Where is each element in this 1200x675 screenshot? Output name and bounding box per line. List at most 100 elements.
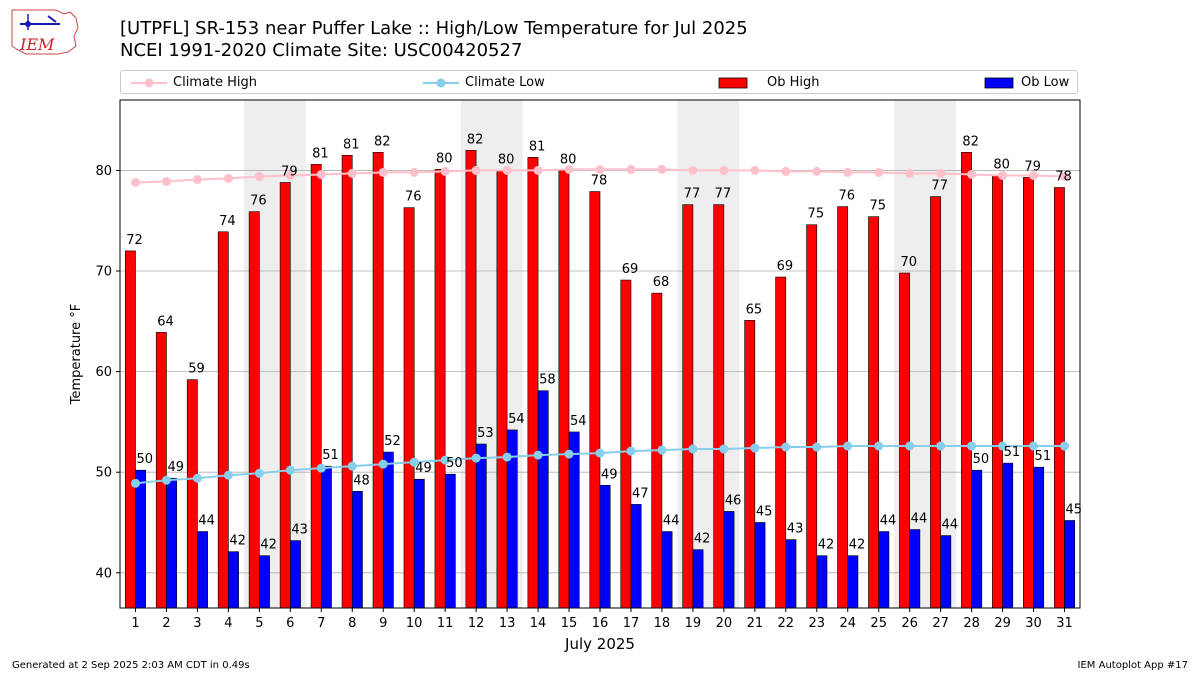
x-tick-label-16: 16: [592, 616, 609, 631]
climate-low-point-4: [223, 470, 233, 480]
climate-low-point-26: [905, 441, 915, 451]
ob-low-bar-21: [754, 522, 766, 609]
legend-ob-low-swatch: [984, 77, 1014, 89]
footer-generated: Generated at 2 Sep 2025 2:03 AM CDT in 0…: [12, 660, 250, 671]
climate-low-point-31: [1060, 441, 1070, 451]
x-tick-label-12: 12: [468, 616, 485, 631]
ob-low-bar-31: [1064, 520, 1076, 609]
climate-low-point-30: [1029, 441, 1039, 451]
climate-low-point-28: [967, 441, 977, 451]
ob-high-bar-10: [403, 207, 415, 609]
climate-low-point-15: [564, 449, 574, 459]
ob-high-bar-20: [713, 204, 725, 609]
ob-low-bar-12: [475, 443, 487, 609]
legend-climate-high-label: Climate High: [173, 75, 258, 90]
climate-low-point-5: [254, 468, 264, 478]
x-tick-label-11: 11: [437, 616, 454, 631]
ob-high-label-4: 74: [219, 214, 236, 229]
ob-high-label-28: 82: [962, 134, 979, 149]
ob-low-bar-30: [1033, 466, 1045, 609]
ob-high-label-26: 70: [900, 255, 917, 270]
ob-high-bar-11: [434, 169, 446, 609]
climate-low-point-24: [843, 441, 853, 451]
ob-low-bar-3: [197, 531, 208, 609]
legend-ob-high-swatch: [718, 77, 748, 89]
ob-high-label-20: 77: [715, 187, 732, 202]
ob-low-bar-2: [166, 477, 177, 609]
climate-high-point-6: [285, 170, 295, 180]
ob-low-label-29: 51: [1004, 445, 1021, 460]
climate-low-point-21: [750, 443, 760, 453]
climate-low-point-25: [874, 441, 884, 451]
ob-high-label-12: 82: [467, 132, 484, 147]
x-tick-label-5: 5: [255, 616, 263, 631]
legend-climate-low-swatch: [423, 78, 459, 88]
ob-low-bar-16: [599, 484, 611, 609]
climate-low-point-8: [347, 461, 357, 471]
x-tick-label-22: 22: [778, 616, 795, 631]
ob-low-bar-27: [940, 535, 952, 609]
chart-subtitle: NCEI 1991-2020 Climate Site: USC00420527: [120, 40, 523, 61]
ob-high-bar-2: [155, 332, 167, 609]
climate-low-point-17: [626, 446, 636, 456]
climate-low-point-3: [192, 473, 202, 483]
climate-low-point-13: [502, 452, 512, 462]
climate-high-point-27: [936, 168, 946, 178]
ob-low-label-20: 46: [725, 493, 742, 508]
legend: Climate High Climate Low Ob High Ob Low: [120, 70, 1078, 94]
climate-high-point-18: [657, 164, 667, 174]
climate-high-point-15: [564, 164, 574, 174]
ob-high-label-22: 69: [777, 259, 794, 274]
ob-low-bar-22: [785, 539, 797, 609]
climate-low-point-6: [285, 465, 295, 475]
ob-low-label-1: 50: [136, 452, 153, 467]
ob-high-bar-27: [930, 196, 941, 609]
ob-low-label-9: 52: [384, 434, 401, 449]
climate-high-point-7: [316, 169, 326, 179]
ob-high-label-24: 76: [839, 189, 856, 204]
ob-low-bar-10: [413, 478, 425, 609]
ob-high-label-16: 78: [591, 174, 608, 189]
ob-high-label-6: 79: [281, 164, 298, 179]
ob-high-bar-12: [465, 149, 477, 609]
x-tick-label-7: 7: [317, 616, 325, 631]
footer-app: IEM Autoplot App #17: [1077, 660, 1188, 671]
y-tick-label-80: 80: [95, 164, 112, 179]
x-tick-label-15: 15: [561, 616, 578, 631]
x-tick-label-19: 19: [685, 616, 702, 631]
climate-high-point-2: [161, 176, 171, 186]
ob-low-bar-7: [320, 465, 332, 609]
x-tick-label-13: 13: [499, 616, 516, 631]
ob-high-bar-19: [682, 204, 694, 609]
ob-high-label-2: 64: [157, 314, 174, 329]
climate-high-point-23: [812, 166, 822, 176]
y-axis-label: Temperature °F: [69, 304, 84, 405]
climate-high-point-28: [967, 169, 977, 179]
ob-high-bar-13: [496, 170, 508, 609]
y-tick-label-50: 50: [95, 466, 112, 481]
ob-low-label-4: 42: [229, 534, 246, 549]
ob-high-bar-16: [589, 191, 601, 609]
ob-low-label-12: 53: [477, 426, 494, 441]
x-tick-label-31: 31: [1056, 616, 1073, 631]
ob-low-bar-9: [382, 451, 394, 609]
ob-high-bar-6: [279, 182, 291, 609]
ob-low-label-31: 45: [1066, 502, 1083, 517]
ob-low-bar-6: [290, 540, 301, 609]
ob-low-label-19: 42: [694, 532, 711, 547]
ob-low-bar-1: [135, 469, 147, 609]
ob-high-bar-3: [186, 379, 198, 609]
ob-low-label-8: 48: [353, 473, 370, 488]
climate-high-point-30: [1029, 170, 1039, 180]
climate-low-point-27: [936, 441, 946, 451]
ob-high-label-9: 82: [374, 134, 391, 149]
ob-low-label-2: 49: [167, 460, 184, 475]
ob-low-label-25: 44: [880, 514, 897, 529]
ob-low-label-23: 42: [818, 538, 835, 553]
ob-low-label-15: 54: [570, 414, 587, 429]
climate-low-point-11: [440, 455, 450, 465]
climate-high-point-22: [781, 166, 791, 176]
ob-low-bar-19: [692, 549, 704, 609]
legend-ob-low-label: Ob Low: [1021, 75, 1070, 90]
